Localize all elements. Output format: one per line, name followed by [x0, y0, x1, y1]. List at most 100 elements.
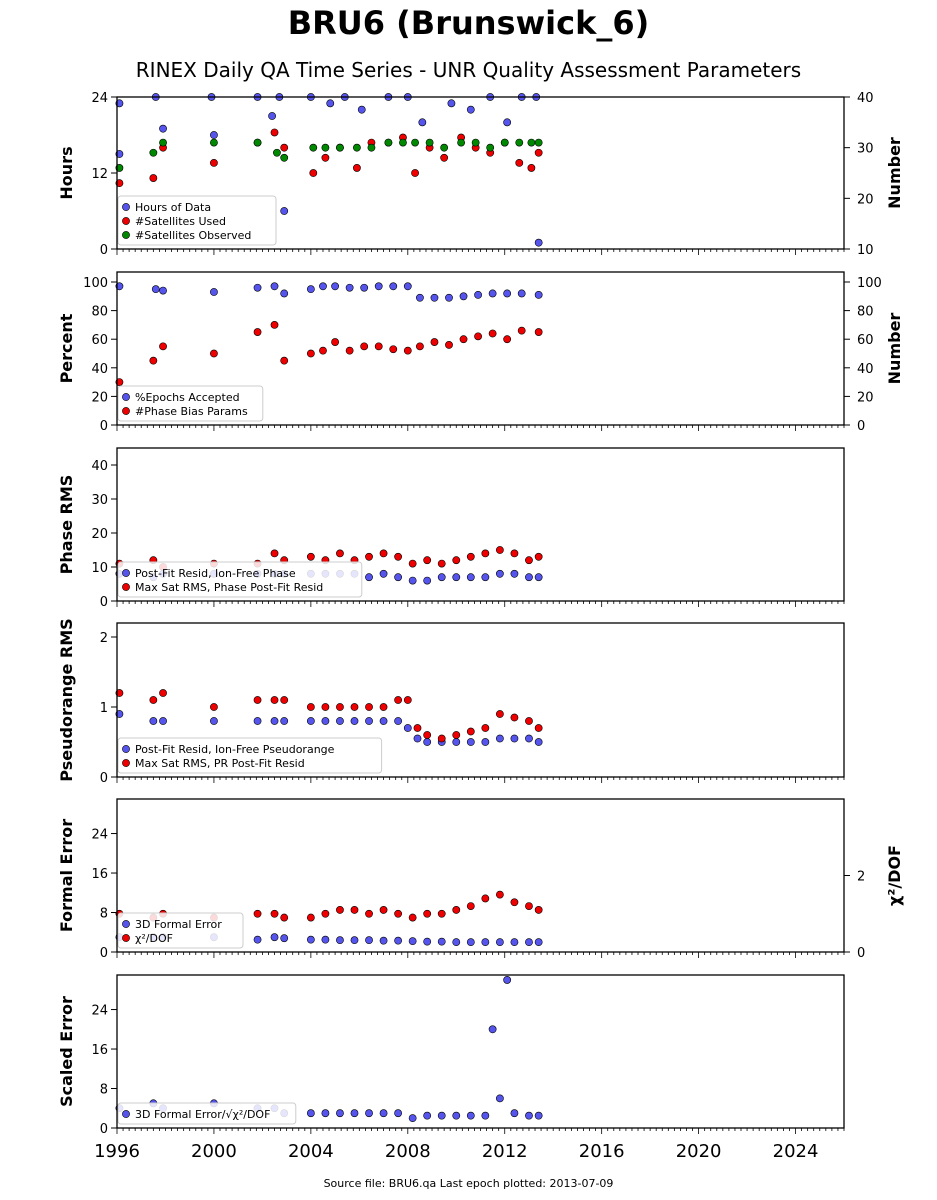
data-point-blue — [534, 573, 543, 582]
data-point-blue — [306, 285, 315, 294]
data-point-green — [457, 138, 466, 147]
data-point-blue — [365, 573, 373, 582]
data-point-blue — [466, 573, 475, 582]
plot-frame — [116, 271, 845, 426]
data-point-red — [423, 731, 432, 739]
data-point-red — [466, 902, 475, 910]
data-point-red — [210, 158, 218, 167]
y-tick-label: 0 — [100, 771, 108, 786]
data-point-blue — [534, 238, 543, 247]
data-point-blue — [321, 935, 330, 944]
data-point-red — [416, 342, 424, 351]
y2-tick-label: 30 — [857, 142, 874, 157]
plot-frame — [116, 798, 845, 953]
data-point-blue — [525, 938, 533, 947]
data-point-red — [423, 556, 432, 565]
y-tick-label: 24 — [91, 91, 108, 106]
data-point-green — [515, 138, 524, 147]
data-point-red — [481, 724, 490, 732]
data-point-green — [384, 138, 393, 147]
data-point-red — [440, 153, 449, 162]
data-point-red — [481, 549, 490, 558]
data-point-red — [321, 703, 330, 711]
data-point-blue — [466, 105, 475, 114]
data-point-blue — [321, 1109, 330, 1118]
y-tick-label: 40 — [91, 362, 108, 377]
data-point-green — [149, 148, 158, 157]
data-point-red — [360, 342, 369, 351]
data-point-red — [517, 326, 526, 335]
data-point-blue — [319, 282, 327, 291]
data-point-red — [510, 713, 519, 722]
data-point-red — [437, 559, 446, 568]
data-point-red — [321, 909, 330, 918]
y-tick-label: 100 — [83, 276, 108, 291]
data-point-blue — [447, 99, 456, 108]
data-point-blue — [437, 937, 446, 946]
data-point-blue — [379, 717, 388, 725]
data-point-blue — [525, 734, 533, 743]
data-point-blue — [408, 937, 417, 946]
data-point-green — [486, 143, 495, 152]
data-point-blue — [503, 976, 512, 984]
y-tick-label: 80 — [91, 305, 108, 320]
data-point-blue — [159, 286, 167, 295]
y2-tick-label: 40 — [857, 362, 874, 377]
data-point-blue — [452, 1111, 461, 1120]
data-point-red — [365, 552, 373, 561]
data-point-blue — [321, 717, 330, 725]
data-point-red — [403, 346, 412, 355]
legend-box — [117, 561, 363, 598]
data-point-red — [495, 890, 504, 899]
data-point-red — [345, 346, 354, 355]
y-tick-label: 16 — [91, 1043, 108, 1058]
data-point-blue — [481, 938, 490, 947]
legend-marker-blue — [122, 393, 130, 401]
chart-panel-2: 0 20 40 60 80 100 Percent 0 20 40 60 80 100 Number %Ep… — [57, 271, 904, 434]
data-point-green — [399, 138, 407, 147]
data-point-green — [527, 138, 536, 147]
plot-frame — [116, 622, 845, 778]
data-point-red — [488, 329, 497, 338]
legend-label: #Satellites Used — [135, 215, 226, 228]
y2-tick-label: 2 — [857, 870, 865, 885]
legend-box — [117, 737, 383, 774]
data-point-blue — [253, 283, 262, 292]
data-point-blue — [488, 1025, 497, 1034]
legend-label: χ²/DOF — [135, 932, 173, 945]
data-point-red — [534, 148, 543, 157]
page-title: BRU6 (Brunswick_6) — [287, 4, 650, 42]
data-point-red — [474, 332, 482, 341]
data-point-blue — [210, 131, 218, 139]
legend-label: Hours of Data — [135, 201, 211, 214]
data-point-blue — [503, 289, 512, 298]
y-tick-label: 10 — [91, 561, 108, 576]
data-point-red — [321, 153, 330, 162]
data-point-red — [515, 158, 524, 167]
data-point-green — [273, 148, 281, 157]
data-point-red — [149, 356, 158, 365]
data-point-blue — [365, 717, 373, 725]
legend-label: 3D Formal Error/√χ²/DOF — [135, 1108, 270, 1121]
y-tick-label: 0 — [100, 946, 108, 961]
data-point-blue — [280, 289, 289, 298]
legend-box — [117, 1102, 297, 1125]
data-point-red — [374, 342, 383, 351]
y2-tick-label: 0 — [857, 419, 865, 434]
legend-marker-red — [122, 934, 130, 942]
data-point-red — [336, 549, 344, 558]
data-point-blue — [280, 207, 289, 215]
data-point-red — [270, 696, 279, 704]
data-point-green — [309, 143, 318, 152]
y2-tick-label: 20 — [857, 192, 874, 207]
data-point-green — [471, 138, 480, 147]
data-point-blue — [394, 936, 403, 945]
y2-tick-label: 10 — [857, 243, 874, 258]
data-point-blue — [151, 285, 160, 294]
y-axis-label: Scaled Error — [57, 996, 76, 1107]
y-tick-label: 0 — [100, 243, 108, 258]
legend-box — [117, 912, 244, 949]
data-point-blue — [336, 936, 344, 945]
data-point-red — [309, 169, 318, 177]
